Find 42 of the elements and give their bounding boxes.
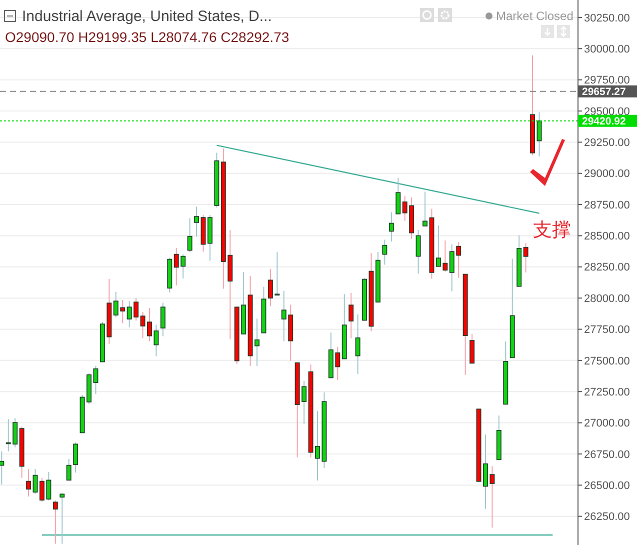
y-tick-label: 30250.00 (584, 12, 630, 24)
candlestick (396, 177, 401, 214)
y-tick-label: 27250.00 (584, 386, 630, 398)
candlestick (470, 333, 475, 364)
y-tick-label: 27000.00 (584, 418, 630, 430)
candlestick (348, 292, 354, 339)
text: Industrial Average, United States, D... (22, 8, 272, 25)
text: O29090.70 H29199.35 L28074.76 C28292.73 (5, 29, 290, 45)
y-tick-label: 27500.00 (584, 355, 630, 368)
y-tick-label: 30000.00 (584, 43, 630, 56)
y-tick-label: 26250.00 (584, 511, 630, 524)
annotation: Market Closed (496, 9, 574, 23)
y-tick-label: 28750.00 (584, 199, 630, 212)
ref-line-label: 29420.92 (582, 116, 626, 128)
candlestick (52, 500, 58, 544)
y-tick-label: 28250.00 (584, 262, 630, 274)
candlestick (66, 458, 72, 481)
candlestick (194, 206, 200, 238)
y-tick-label: 27750.00 (584, 324, 630, 336)
candlestick (187, 218, 192, 252)
y-tick-label: 29750.00 (584, 74, 630, 87)
candlestick (93, 365, 98, 394)
candlestick (388, 212, 394, 242)
annotation: 支撑 (533, 220, 572, 241)
candlestick (60, 492, 65, 544)
candlestick (382, 239, 388, 266)
candlestick (32, 468, 38, 494)
candlestick (355, 314, 360, 375)
ref-line-label: 29657.27 (582, 86, 626, 98)
y-tick-label: 29250.00 (584, 137, 630, 150)
candlestick (416, 230, 421, 274)
candlestick (0, 450, 4, 486)
y-tick-label: 26500.00 (584, 480, 630, 492)
candlestick (523, 242, 528, 273)
y-tick-label: 26750.00 (584, 448, 630, 461)
y-tick-label: 29500.00 (584, 106, 630, 118)
candlestick (73, 442, 78, 474)
candlestick (26, 468, 32, 497)
y-tick-label: 29000.00 (584, 168, 630, 180)
y-tick-label: 28000.00 (584, 292, 630, 305)
candlestick (160, 302, 166, 337)
y-tick-label: 28500.00 (584, 230, 630, 243)
